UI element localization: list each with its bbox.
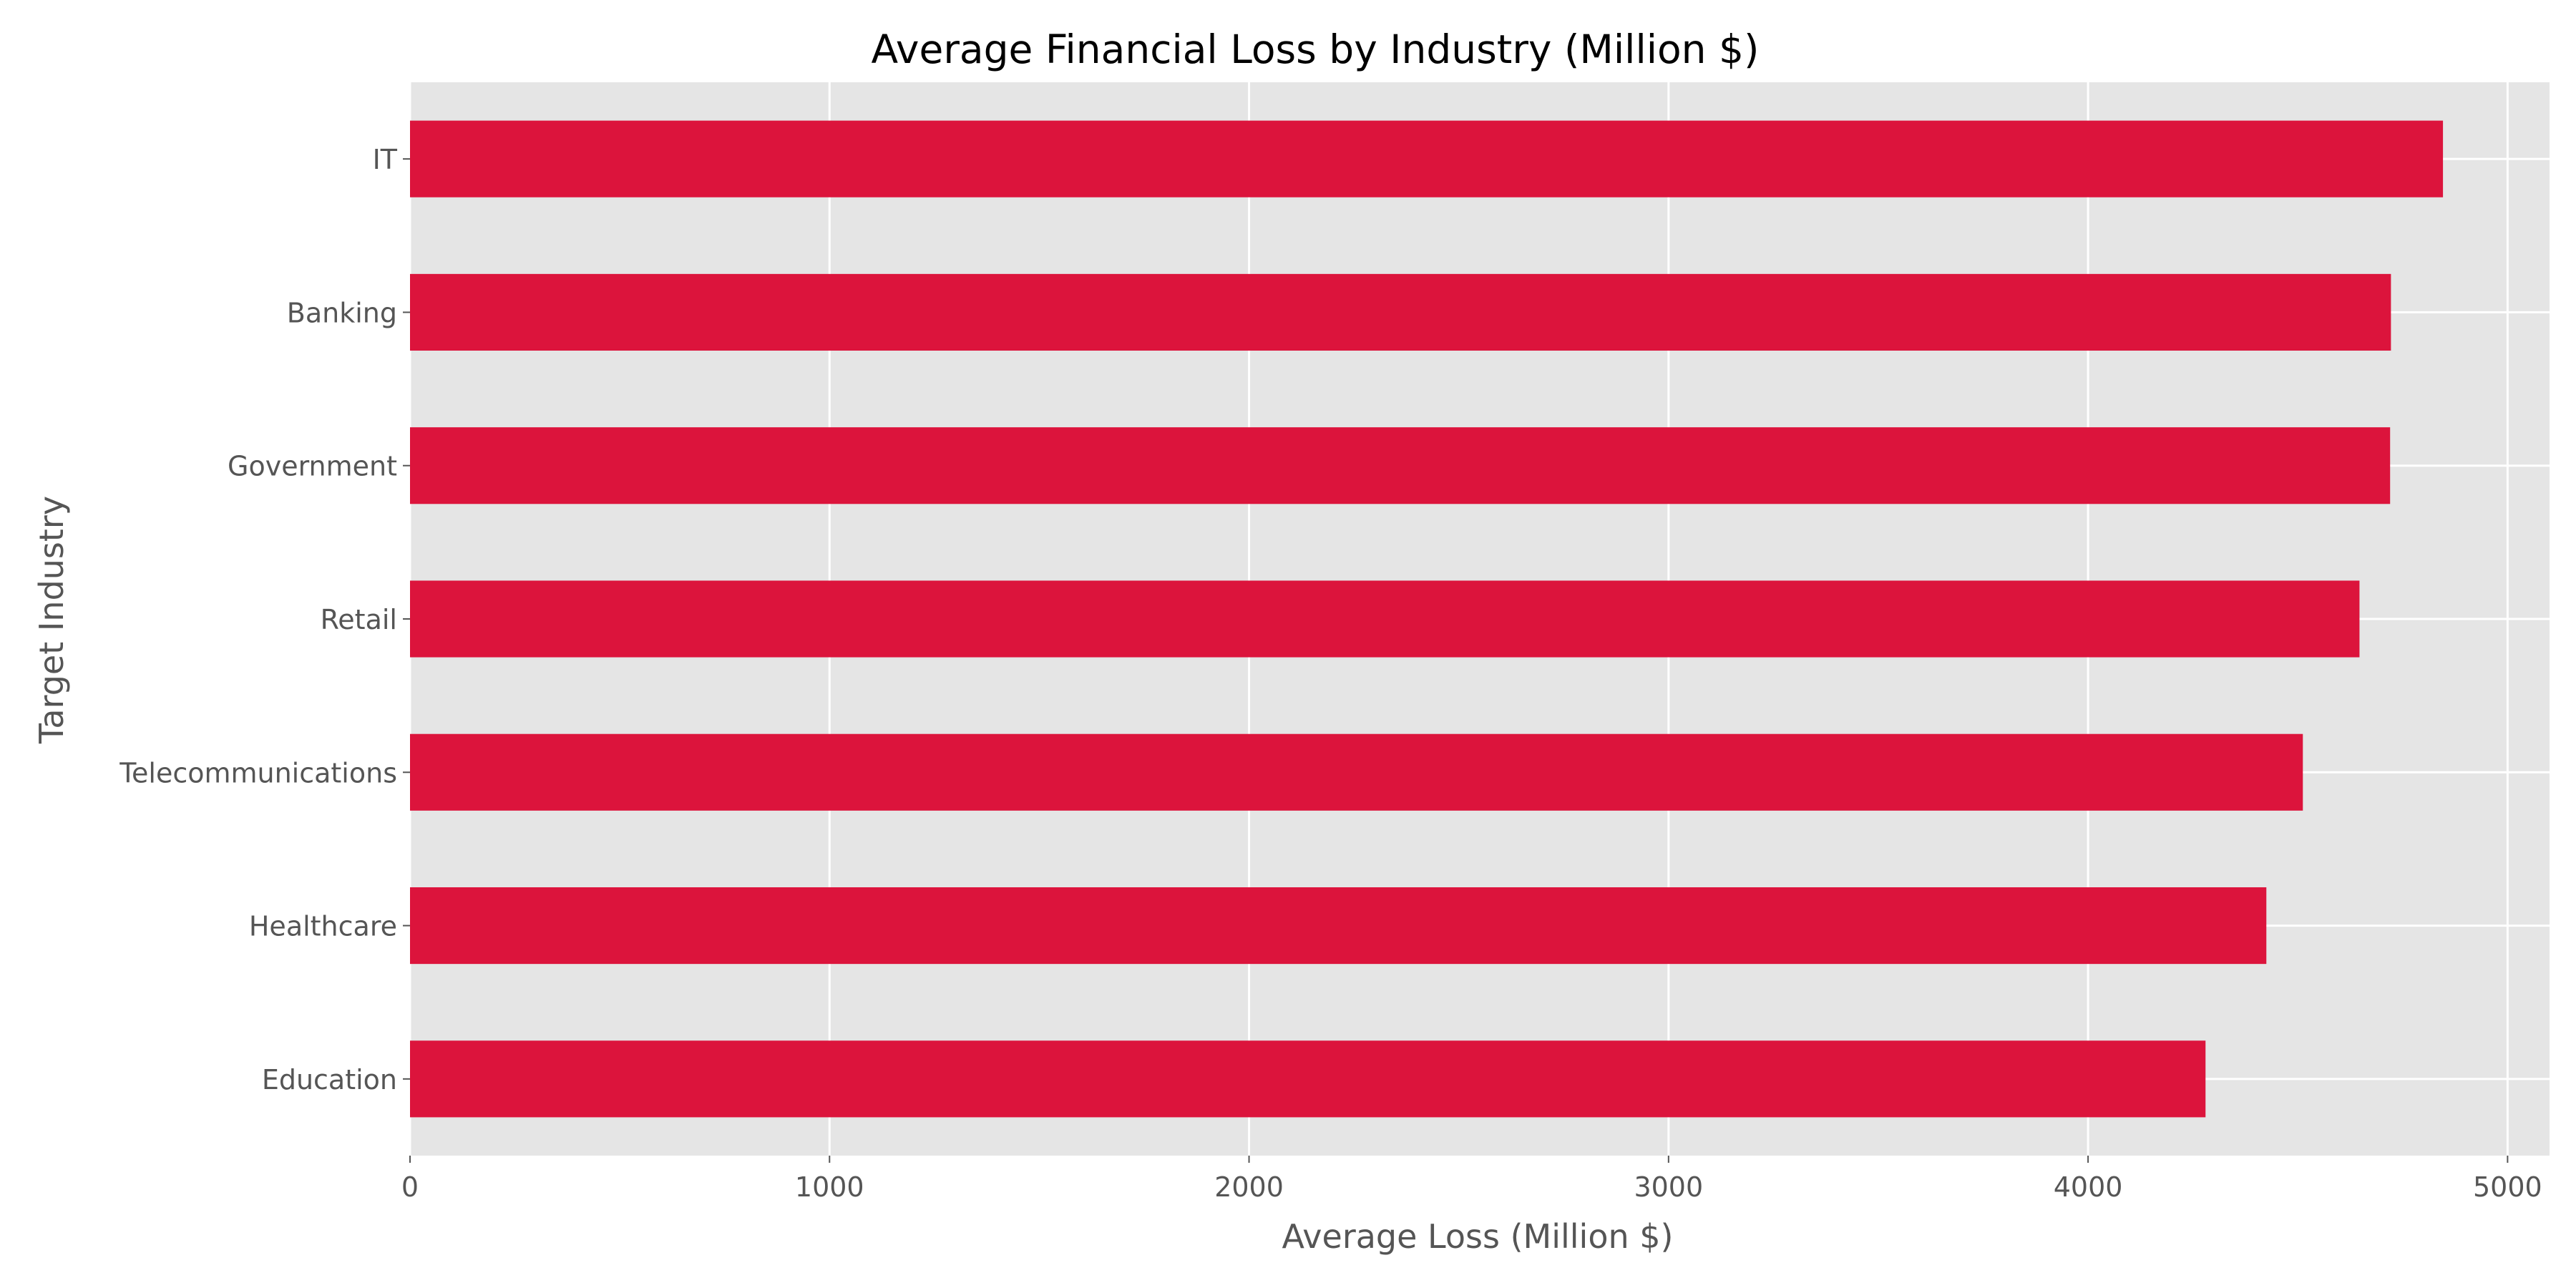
y-tick-label: Education xyxy=(262,1064,397,1096)
bars xyxy=(410,120,2444,1118)
x-tick-label: 0 xyxy=(401,1171,419,1203)
x-tick-label: 3000 xyxy=(1634,1171,1703,1203)
bar-telecommunications xyxy=(410,733,2303,811)
y-tick-label: Government xyxy=(228,451,397,482)
x-tick-label: 1000 xyxy=(795,1171,864,1203)
x-tick-label: 5000 xyxy=(2473,1171,2542,1203)
y-tick-label: IT xyxy=(373,144,398,175)
y-tick-label: Retail xyxy=(321,604,397,635)
y-tick-label: Healthcare xyxy=(249,911,397,942)
bar-banking xyxy=(410,273,2391,351)
bar-retail xyxy=(410,580,2360,658)
y-axis-label: Target Industry xyxy=(32,496,71,744)
x-axis-label: Average Loss (Million $) xyxy=(1282,1217,1674,1256)
x-tick-label: 4000 xyxy=(2054,1171,2123,1203)
y-axis-ticks: IT Banking Government Retail Telecommunicati… xyxy=(119,144,410,1096)
x-tick-label: 2000 xyxy=(1214,1171,1284,1203)
bar-education xyxy=(410,1040,2206,1118)
y-tick-label: Telecommunications xyxy=(119,757,397,789)
bar-government xyxy=(410,427,2391,504)
bar-it xyxy=(410,120,2444,197)
bar-healthcare xyxy=(410,887,2267,965)
chart-title: Average Financial Loss by Industry (Mill… xyxy=(872,26,1760,72)
y-tick-label: Banking xyxy=(287,297,397,328)
x-axis-ticks: 0 1000 2000 3000 4000 5000 xyxy=(401,1156,2542,1203)
